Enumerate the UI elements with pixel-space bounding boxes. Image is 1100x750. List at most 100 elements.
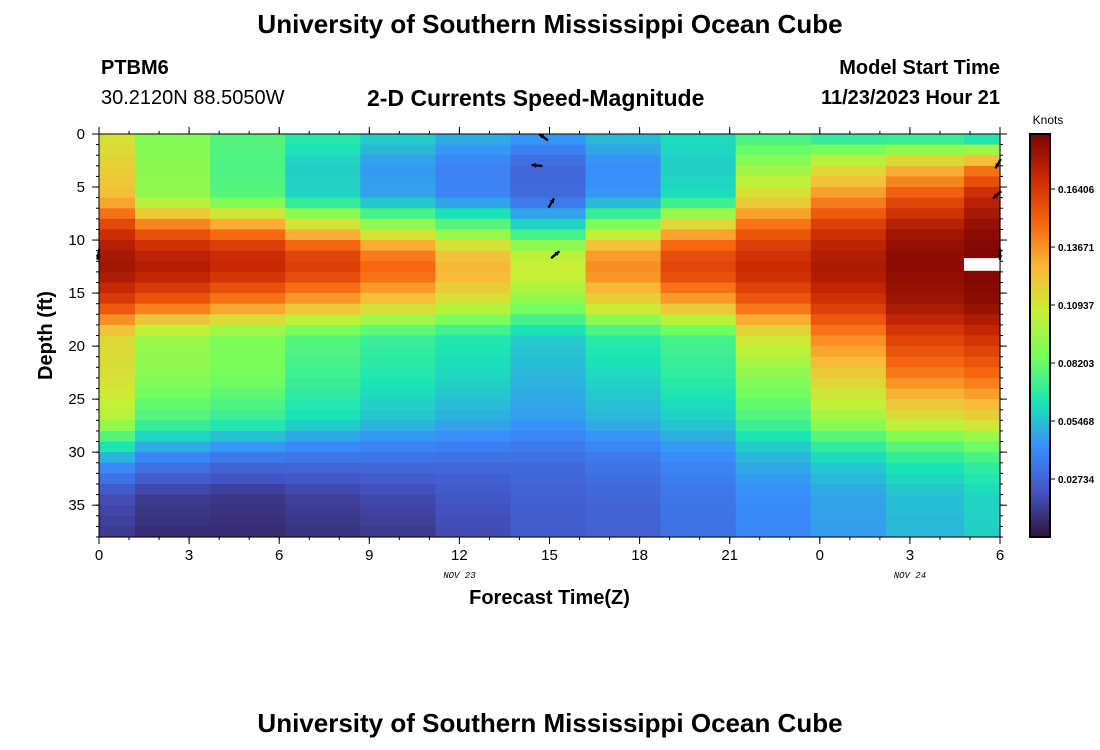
heatmap-cell xyxy=(810,293,887,305)
heatmap-cell xyxy=(885,367,965,379)
heatmap-cell xyxy=(99,335,136,347)
heatmap-cell xyxy=(885,293,965,305)
y-tick-label: 15 xyxy=(68,285,85,302)
heatmap-cell xyxy=(660,250,737,262)
heatmap-cell xyxy=(660,399,737,411)
heatmap-cell xyxy=(135,483,211,496)
heatmap-cell xyxy=(510,314,587,326)
current-vector xyxy=(95,248,101,260)
heatmap-cell xyxy=(585,420,662,432)
current-vector xyxy=(992,190,1003,200)
heatmap-cell xyxy=(660,134,737,146)
heatmap-cell xyxy=(210,176,286,188)
heatmap-cell xyxy=(360,134,436,146)
heatmap-cell xyxy=(660,324,737,337)
heatmap-cell xyxy=(810,473,887,485)
heatmap-cell xyxy=(810,356,887,368)
heatmap-cell xyxy=(210,388,286,400)
x-tick-label: 9 xyxy=(365,547,373,564)
heatmap-cell xyxy=(585,388,662,400)
x-tick-label: 21 xyxy=(721,547,738,564)
heatmap-cell xyxy=(285,240,361,252)
heatmap-cell xyxy=(585,473,662,485)
heatmap-cell xyxy=(360,462,436,474)
heatmap-cell xyxy=(963,505,1001,517)
heatmap-cell xyxy=(510,430,587,443)
heatmap-cell xyxy=(99,271,136,284)
heatmap-cell xyxy=(510,208,587,220)
heatmap-cell xyxy=(285,229,361,241)
heatmap-cell xyxy=(885,155,965,167)
heatmap-cell xyxy=(810,430,887,443)
heatmap-cell xyxy=(885,462,965,474)
heatmap-cell xyxy=(285,505,361,517)
heatmap-cell xyxy=(435,165,512,178)
heatmap-cell xyxy=(585,293,662,305)
heatmap-cell xyxy=(210,144,286,156)
heatmap-cell xyxy=(360,176,436,188)
heatmap-cell xyxy=(135,515,211,527)
heatmap-cell xyxy=(510,462,587,474)
heatmap-cell xyxy=(585,494,662,506)
heatmap-cell xyxy=(585,282,662,294)
heatmap-cell xyxy=(885,335,965,347)
x-axis-label: Forecast Time(Z) xyxy=(469,587,630,609)
heatmap-cell xyxy=(660,409,737,421)
heatmap-cell xyxy=(435,441,512,453)
heatmap-cell xyxy=(963,240,1001,252)
heatmap-cell xyxy=(510,356,587,368)
heatmap-cell xyxy=(510,240,587,252)
heatmap-cell xyxy=(435,346,512,358)
heatmap-cell xyxy=(135,441,211,453)
heatmap-cell xyxy=(435,144,512,156)
heatmap-cell xyxy=(885,356,965,368)
heatmap-cell xyxy=(885,165,965,178)
heatmap-cell xyxy=(360,335,436,347)
heatmap-cell xyxy=(135,134,211,146)
heatmap-cell xyxy=(660,388,737,400)
heatmap-cell xyxy=(360,208,436,220)
heatmap-cell xyxy=(510,282,587,294)
heatmap-cell xyxy=(963,335,1001,347)
heatmap-cell xyxy=(99,324,136,337)
heatmap-cell xyxy=(963,187,1001,199)
heatmap-cell xyxy=(135,250,211,262)
heatmap-cell xyxy=(660,229,737,241)
heatmap-cell xyxy=(360,430,436,443)
heatmap-cell xyxy=(810,420,887,432)
heatmap-cell xyxy=(510,197,587,209)
heatmap-cell xyxy=(585,261,662,273)
heatmap-cell xyxy=(735,155,812,167)
heatmap-cell xyxy=(135,494,211,506)
heatmap-cell xyxy=(585,314,662,326)
heatmap-cell xyxy=(99,346,136,358)
heatmap-cell xyxy=(810,155,887,167)
heatmap-cell xyxy=(435,176,512,188)
heatmap-cell xyxy=(660,155,737,167)
heatmap-cell xyxy=(435,261,512,273)
heatmap-cell xyxy=(810,176,887,188)
heatmap-cell xyxy=(585,346,662,358)
heatmap-cell xyxy=(735,430,812,443)
x-tick-label: 6 xyxy=(996,547,1004,564)
heatmap-cell xyxy=(735,505,812,517)
heatmap-cell xyxy=(360,420,436,432)
heatmap-cell xyxy=(585,187,662,199)
heatmap-cell xyxy=(285,271,361,284)
heatmap-cell xyxy=(963,197,1001,209)
heatmap-cell xyxy=(285,452,361,464)
heatmap-cell xyxy=(135,229,211,241)
heatmap-cell xyxy=(135,462,211,474)
heatmap-cell xyxy=(210,515,286,527)
heatmap-cell xyxy=(210,250,286,262)
heatmap-cell xyxy=(99,515,136,527)
heatmap-cell xyxy=(735,144,812,156)
heatmap-cell xyxy=(735,420,812,432)
heatmap-cell xyxy=(435,229,512,241)
heatmap-cell xyxy=(885,282,965,294)
heatmap-cell xyxy=(885,473,965,485)
heatmap-cell xyxy=(585,197,662,209)
heatmap-cell xyxy=(510,505,587,517)
heatmap-cell xyxy=(435,388,512,400)
heatmap-cell xyxy=(810,303,887,315)
